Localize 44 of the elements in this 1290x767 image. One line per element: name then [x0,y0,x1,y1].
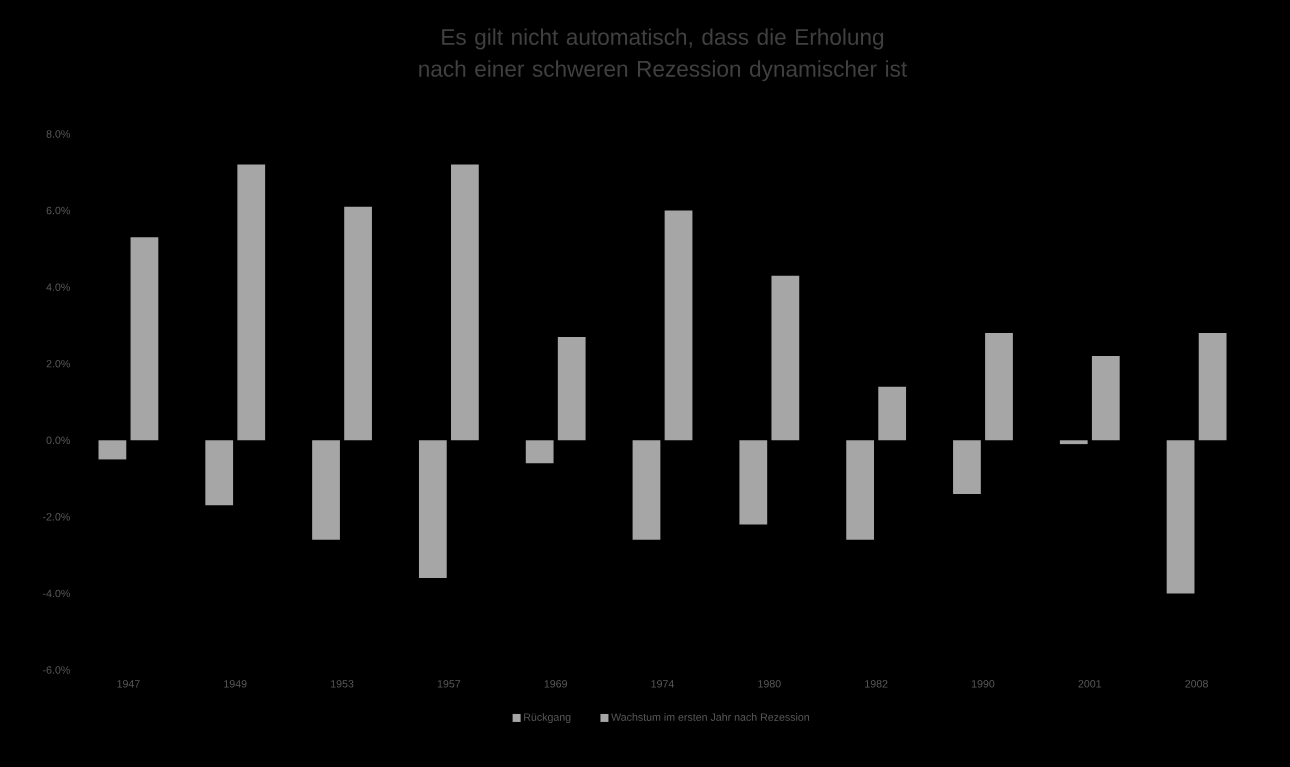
x-tick-label: 2008 [1185,680,1208,688]
x-tick-label: 1957 [437,680,461,688]
y-tick-label: -2.0% [43,513,70,521]
bar [739,440,768,525]
y-tick-label: 2.0% [46,359,70,368]
bar [1059,440,1088,445]
bar [525,440,554,464]
bar [1091,356,1120,441]
bar [985,333,1013,441]
y-tick-label: -4.0% [43,589,70,598]
y-tick-label: 8.0% [46,130,70,138]
bar [953,440,981,494]
bar [451,164,479,441]
x-tick-label: 1980 [758,680,781,688]
bar [98,440,127,460]
bar [878,386,907,441]
bar [1166,440,1195,594]
y-tick-label: 4.0% [46,283,70,291]
bar [557,336,586,441]
x-tick-label: 1982 [865,680,888,688]
x-tick-label: 1969 [544,680,567,688]
x-tick-label: 1974 [651,680,675,688]
bar [418,440,447,579]
bar [846,440,875,540]
bar [771,275,800,441]
bar [1198,333,1227,441]
y-tick-label: -6.0% [43,666,70,674]
x-tick-label: 1953 [331,680,354,688]
chart-title: Es gilt nicht automatisch, dass die Erholung nach einer schweren Rezession dynamischer ist [419,28,907,82]
bar [664,210,693,441]
bar [632,440,661,540]
bar [312,440,340,540]
x-tick-label: 2001 [1078,680,1102,688]
y-tick-label: 0.0% [46,436,70,445]
bar [237,164,266,441]
bar [344,206,372,441]
x-tick-label: 1947 [117,680,140,688]
legend-label: Rückgang [524,713,571,724]
legend-label: Wachstum im ersten Jahr nach Rezession [611,713,810,721]
bar [205,440,234,506]
bar [130,237,159,441]
x-tick-label: 1990 [971,680,995,688]
y-tick-label: 6.0% [46,206,70,215]
x-tick-label: 1949 [224,680,247,688]
